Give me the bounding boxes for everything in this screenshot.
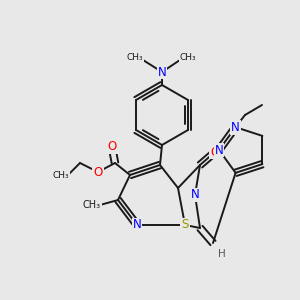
Text: N: N xyxy=(158,65,166,79)
Text: N: N xyxy=(214,143,224,157)
Text: N: N xyxy=(190,188,200,202)
Text: CH₃: CH₃ xyxy=(83,200,101,210)
Text: H: H xyxy=(218,249,226,259)
Text: CH₃: CH₃ xyxy=(53,170,69,179)
Text: O: O xyxy=(210,146,220,158)
Text: N: N xyxy=(133,218,141,232)
Text: S: S xyxy=(181,218,189,232)
Text: N: N xyxy=(231,121,240,134)
Text: CH₃: CH₃ xyxy=(180,52,196,62)
Text: O: O xyxy=(93,166,103,178)
Text: O: O xyxy=(107,140,117,154)
Text: CH₃: CH₃ xyxy=(127,52,143,62)
